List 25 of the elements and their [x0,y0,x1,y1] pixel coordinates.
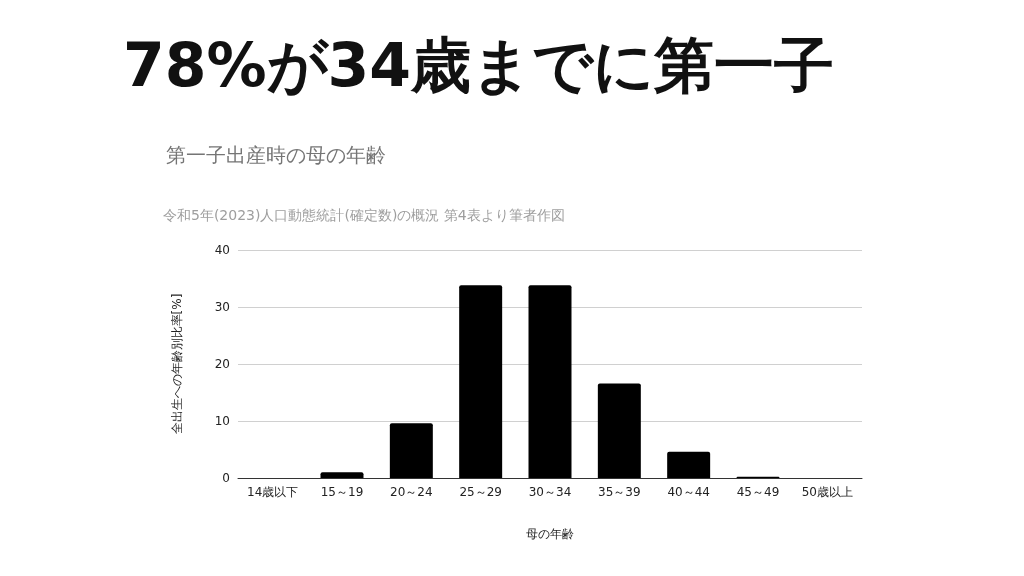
chart-subtitle: 第一子出産時の母の年齢 [166,143,386,167]
x-tick-label: 45～49 [736,485,780,499]
x-tick-label: 40～44 [667,485,710,499]
x-tick-label: 30～34 [528,485,572,499]
bar [459,285,503,478]
y-tick-label: 40 [214,243,230,257]
x-tick-label: 14歳以下 [247,485,299,499]
x-tick-label: 25～29 [459,485,502,499]
y-tick-label: 20 [214,357,230,371]
x-axis-title: 母の年齢 [526,527,574,541]
bar [667,451,711,478]
y-tick-label: 0 [222,471,230,485]
x-tick-label: 20～24 [390,485,433,499]
y-tick-label: 10 [214,414,230,428]
bar [320,472,364,478]
bar [389,423,433,478]
y-tick-label: 30 [214,300,230,314]
text: 令和5年(2023)人口動態統計(確定数)の概況 第4表より筆者作図 [163,207,565,223]
x-tick-label: 50歳以上 [801,485,853,499]
bar [528,285,572,478]
x-tick-label: 15～19 [320,485,364,499]
x-tick-label: 35～39 [598,485,641,499]
y-axis-title: 全出生への年齢別比率[%] [170,293,184,435]
bar [597,383,641,478]
chart-title: 78%が34歳までに第一子 [123,30,835,100]
